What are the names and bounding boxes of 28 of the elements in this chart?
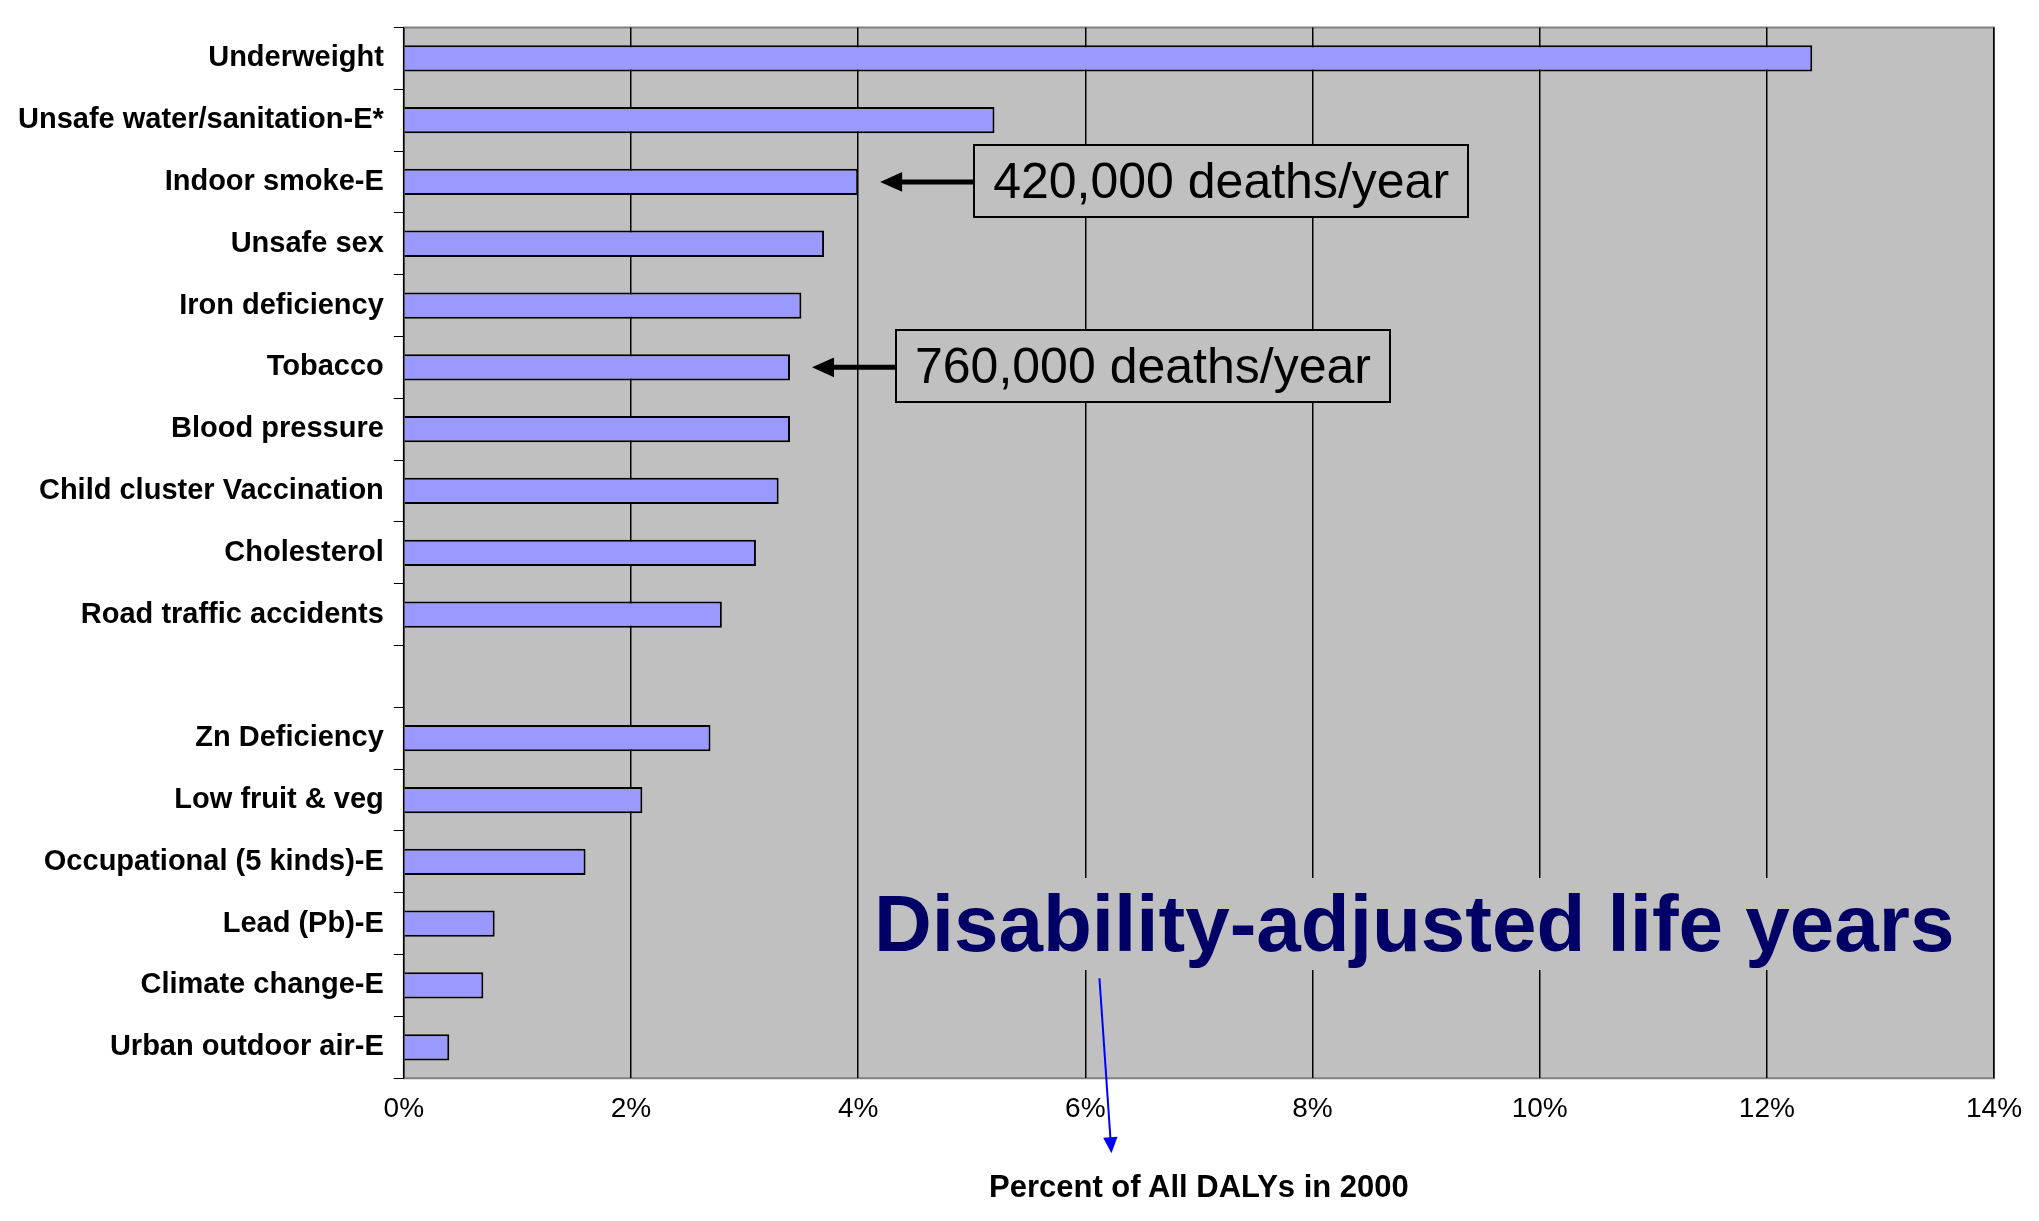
x-tick-label: 0%	[383, 1091, 425, 1123]
y-tick-label: Cholesterol	[224, 534, 384, 567]
y-tick-label: Urban outdoor air-E	[109, 1029, 384, 1062]
x-tick-label: 14%	[1965, 1091, 2023, 1123]
x-tick-label: 6%	[1065, 1091, 1106, 1123]
x-axis-title: Percent of All DALYs in 2000	[989, 1168, 1409, 1204]
annotation: 760,000 deaths/year	[895, 329, 1391, 404]
y-tick-label: Underweight	[208, 40, 385, 73]
x-tick-label: 8%	[1292, 1091, 1333, 1123]
y-tick-label: Blood pressure	[171, 411, 384, 444]
x-tick-label: 2%	[610, 1091, 652, 1123]
y-tick-label: Low fruit & veg	[174, 782, 384, 815]
y-tick-label: Iron deficiency	[179, 287, 384, 320]
y-tick-label: Unsafe sex	[230, 225, 384, 258]
y-tick-label: Climate change-E	[140, 967, 384, 1000]
y-tick-label: Child cluster Vaccination	[38, 472, 384, 505]
annotation: 420,000 deaths/year	[973, 143, 1470, 218]
x-tick-label: 4%	[837, 1091, 879, 1123]
x-tick-label: 12%	[1738, 1091, 1795, 1123]
y-tick-label: Lead (Pb)-E	[222, 905, 384, 938]
y-tick-label: Tobacco	[266, 349, 384, 382]
y-tick-label: Road traffic accidents	[80, 596, 384, 629]
y-tick-label: Occupational (5 kinds)-E	[43, 843, 384, 876]
y-tick-label: Indoor smoke-E	[164, 163, 384, 196]
annotation: Disability-adjusted life years	[874, 878, 1955, 971]
y-tick-label: Zn Deficiency	[195, 720, 384, 753]
x-tick-label: 10%	[1511, 1091, 1568, 1123]
y-tick-label: Unsafe water/sanitation-E*	[17, 102, 385, 135]
